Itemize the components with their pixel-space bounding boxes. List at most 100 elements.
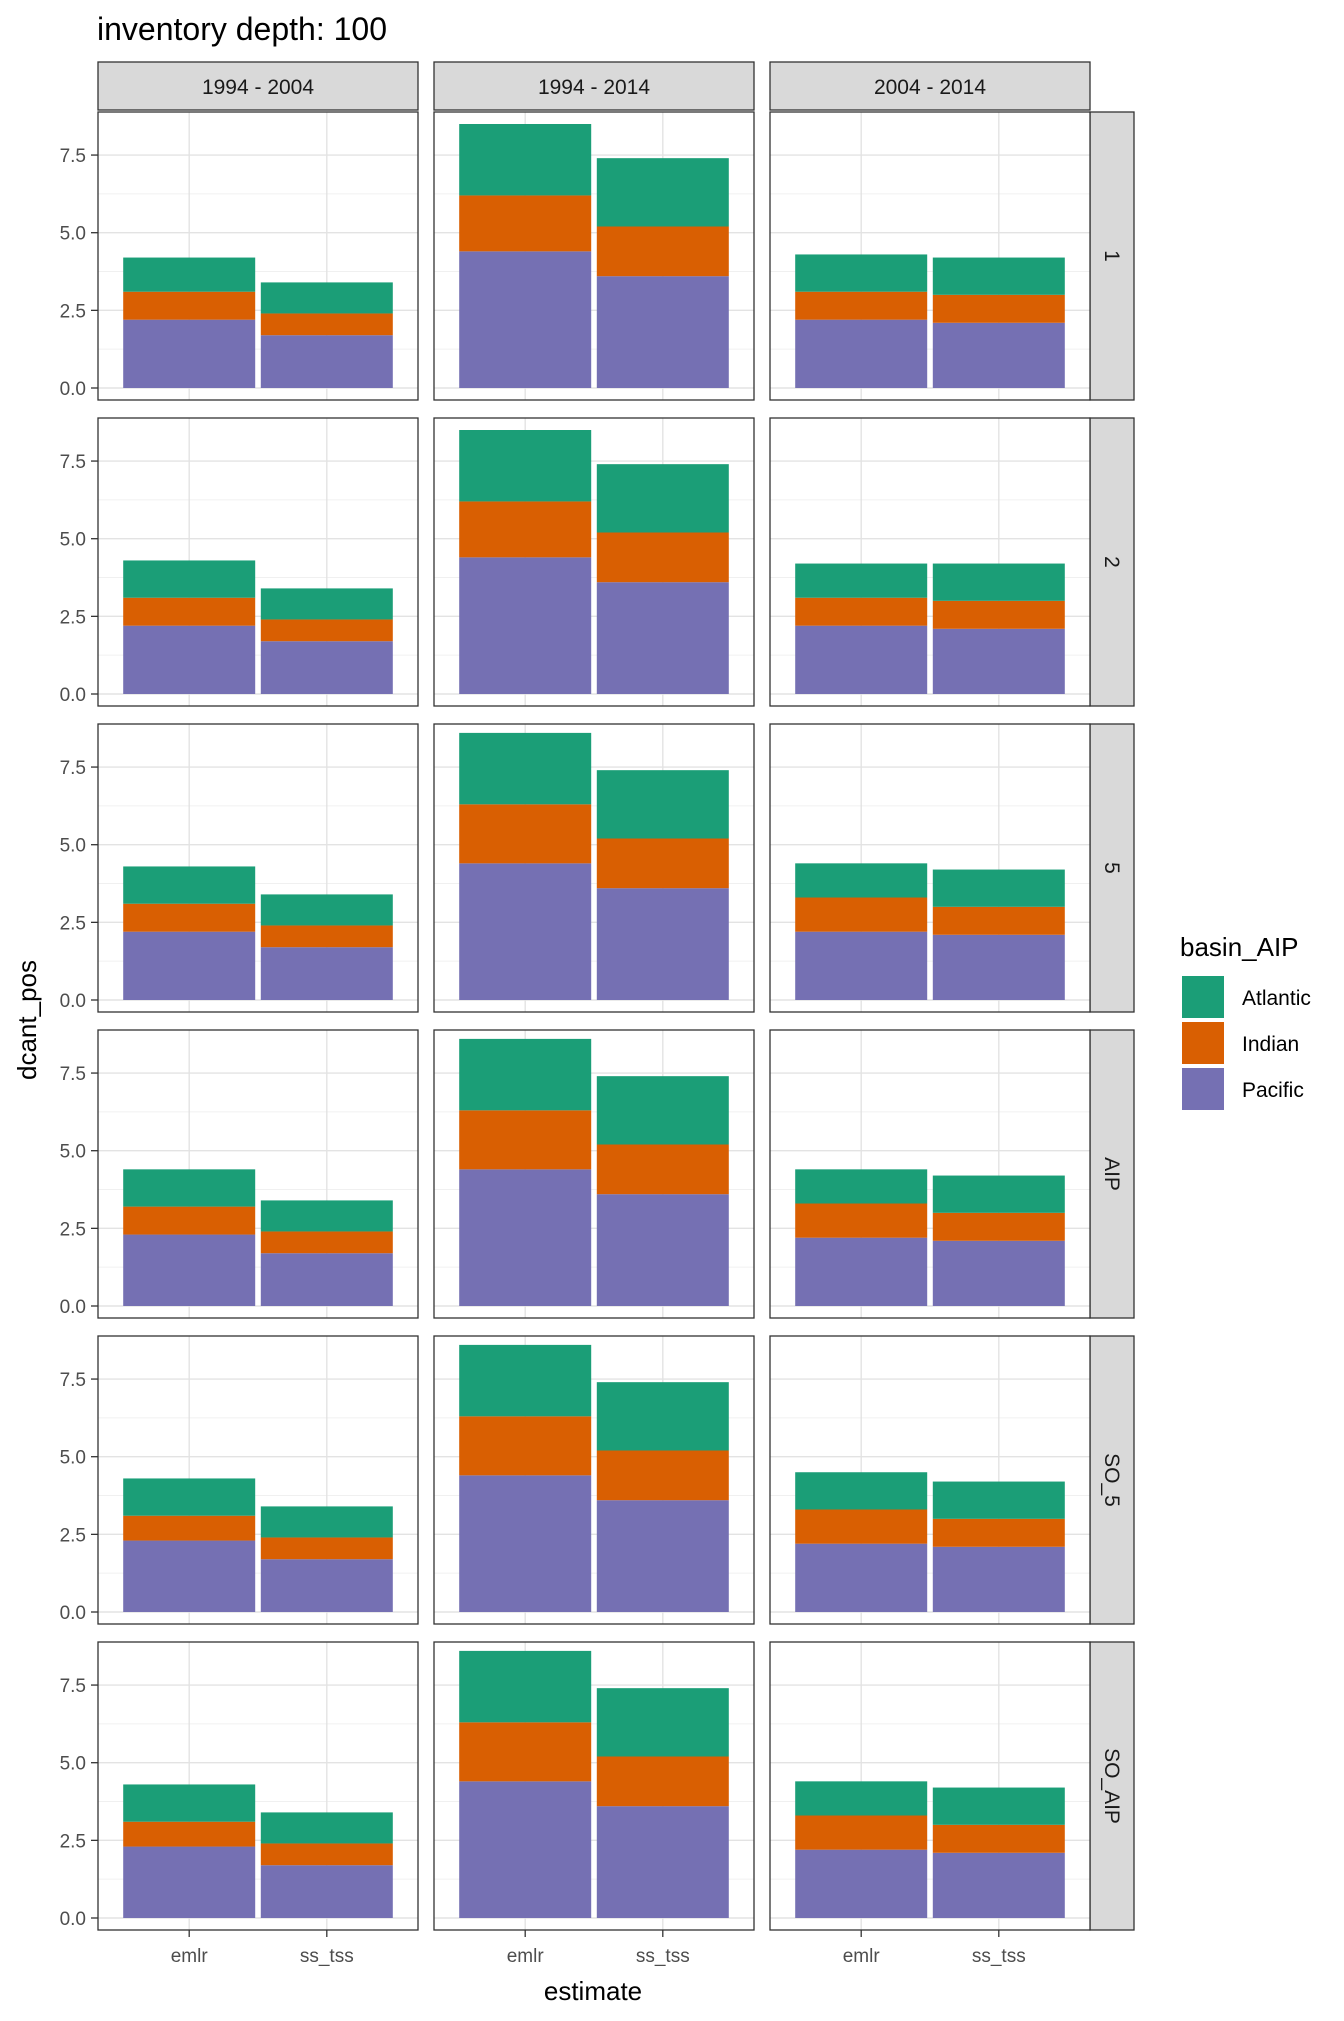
facet-strip-right-label: AIP	[1100, 1157, 1123, 1191]
bar-pacific-ss-tss	[596, 276, 729, 388]
x-tick-label: emlr	[171, 1946, 209, 1967]
bar-pacific-emlr	[795, 1849, 928, 1918]
bar-pacific-emlr	[459, 557, 592, 694]
facet-strip-right	[1089, 417, 1135, 707]
bar-pacific-emlr	[795, 1237, 928, 1306]
bar-atlantic-ss-tss	[932, 1481, 1065, 1519]
y-tick-label: 7.5	[60, 1676, 86, 1697]
facet-strip-top	[769, 61, 1091, 111]
bar-atlantic-emlr	[795, 563, 928, 598]
bar-pacific-ss-tss	[260, 947, 393, 1000]
bar-indian-ss-tss	[932, 1824, 1065, 1853]
bar-pacific-ss-tss	[932, 1546, 1065, 1612]
bar-indian-emlr	[123, 1821, 256, 1847]
bar-indian-ss-tss	[596, 1144, 729, 1195]
panel-border	[97, 1335, 419, 1625]
bar-indian-emlr	[123, 597, 256, 626]
bar-pacific-emlr	[123, 625, 256, 694]
bar-indian-emlr	[795, 1203, 928, 1238]
y-tick-label: 0.0	[60, 991, 86, 1012]
bar-atlantic-emlr	[459, 1650, 592, 1723]
bar-indian-ss-tss	[260, 1843, 393, 1866]
bar-indian-ss-tss	[932, 906, 1065, 935]
bar-indian-emlr	[459, 195, 592, 252]
bar-pacific-ss-tss	[932, 1240, 1065, 1306]
panels-layer: 1994 - 2004 1994 - 2014 2004 - 2014 1 0.0 2.5…	[60, 61, 1135, 1967]
bar-atlantic-ss-tss	[260, 1200, 393, 1232]
facet-strip-right-label: 2	[1100, 556, 1123, 568]
bar-atlantic-ss-tss	[596, 770, 729, 839]
bar-atlantic-ss-tss	[260, 1506, 393, 1538]
bar-pacific-ss-tss	[932, 1852, 1065, 1918]
bar-pacific-emlr	[123, 1234, 256, 1306]
bar-pacific-emlr	[123, 319, 256, 388]
bar-atlantic-ss-tss	[596, 1688, 729, 1757]
bar-indian-ss-tss	[596, 838, 729, 889]
bar-indian-ss-tss	[932, 294, 1065, 323]
bar-indian-ss-tss	[932, 1212, 1065, 1241]
bar-indian-ss-tss	[932, 1518, 1065, 1547]
y-tick-label: 2.5	[60, 301, 86, 322]
bar-indian-ss-tss	[260, 925, 393, 948]
bar-pacific-ss-tss	[596, 888, 729, 1000]
bar-atlantic-ss-tss	[260, 588, 393, 620]
bar-atlantic-ss-tss	[932, 869, 1065, 907]
facet-strip-top-label: 1994 - 2004	[202, 76, 314, 99]
y-tick-label: 0.0	[60, 1909, 86, 1930]
bar-atlantic-ss-tss	[260, 1812, 393, 1844]
bar-indian-emlr	[459, 1110, 592, 1170]
y-tick-label: 7.5	[60, 758, 86, 779]
bar-pacific-ss-tss	[932, 322, 1065, 388]
y-tick-label: 7.5	[60, 452, 86, 473]
bar-atlantic-emlr	[123, 1169, 256, 1207]
panel-border	[97, 723, 419, 1013]
panel-border	[769, 1029, 1091, 1319]
bar-pacific-emlr	[795, 931, 928, 1000]
y-tick-label: 0.0	[60, 1603, 86, 1624]
facet-strip-right-label: SO_AIP	[1100, 1748, 1123, 1824]
x-axis-title: estimate	[544, 1976, 642, 2006]
bar-atlantic-emlr	[123, 1784, 256, 1822]
panel-border	[433, 1641, 755, 1931]
bar-indian-ss-tss	[260, 1231, 393, 1254]
bar-pacific-emlr	[459, 1169, 592, 1306]
bar-atlantic-ss-tss	[260, 282, 393, 314]
y-tick-label: 2.5	[60, 913, 86, 934]
bar-pacific-ss-tss	[596, 1806, 729, 1918]
panel-border	[433, 111, 755, 401]
bar-indian-emlr	[123, 1515, 256, 1541]
y-tick-label: 5.0	[60, 224, 86, 245]
panel-border	[769, 723, 1091, 1013]
facet-strip-right	[1089, 111, 1135, 401]
bar-pacific-emlr	[459, 1781, 592, 1918]
bar-atlantic-ss-tss	[596, 158, 729, 227]
bar-atlantic-ss-tss	[932, 1175, 1065, 1213]
legend-items: Atlantic Indian Pacific	[1182, 976, 1311, 1110]
bar-indian-ss-tss	[260, 1537, 393, 1560]
bar-atlantic-ss-tss	[932, 563, 1065, 601]
bar-indian-ss-tss	[596, 1450, 729, 1501]
bar-atlantic-emlr	[123, 866, 256, 904]
bar-pacific-emlr	[795, 1543, 928, 1612]
facet-strip-right-label: 1	[1100, 250, 1123, 262]
bar-indian-ss-tss	[260, 313, 393, 336]
bar-indian-emlr	[123, 291, 256, 320]
bar-pacific-ss-tss	[932, 628, 1065, 694]
bar-atlantic-emlr	[795, 1781, 928, 1816]
legend-label-atlantic: Atlantic	[1242, 987, 1311, 1010]
panel-border	[433, 1335, 755, 1625]
facet-strip-right	[1089, 723, 1135, 1013]
facet-strip-top	[97, 61, 419, 111]
bar-indian-emlr	[795, 597, 928, 626]
panel-border	[769, 1335, 1091, 1625]
panel-border	[433, 1029, 755, 1319]
bar-indian-ss-tss	[596, 226, 729, 277]
bar-pacific-ss-tss	[260, 1253, 393, 1306]
x-tick-label: ss_tss	[300, 1946, 354, 1967]
x-tick-label: emlr	[843, 1946, 881, 1967]
bar-pacific-ss-tss	[260, 641, 393, 694]
bar-pacific-emlr	[459, 251, 592, 388]
legend-swatch-pacific	[1182, 1068, 1224, 1110]
bar-pacific-ss-tss	[932, 934, 1065, 1000]
bar-atlantic-emlr	[795, 254, 928, 292]
